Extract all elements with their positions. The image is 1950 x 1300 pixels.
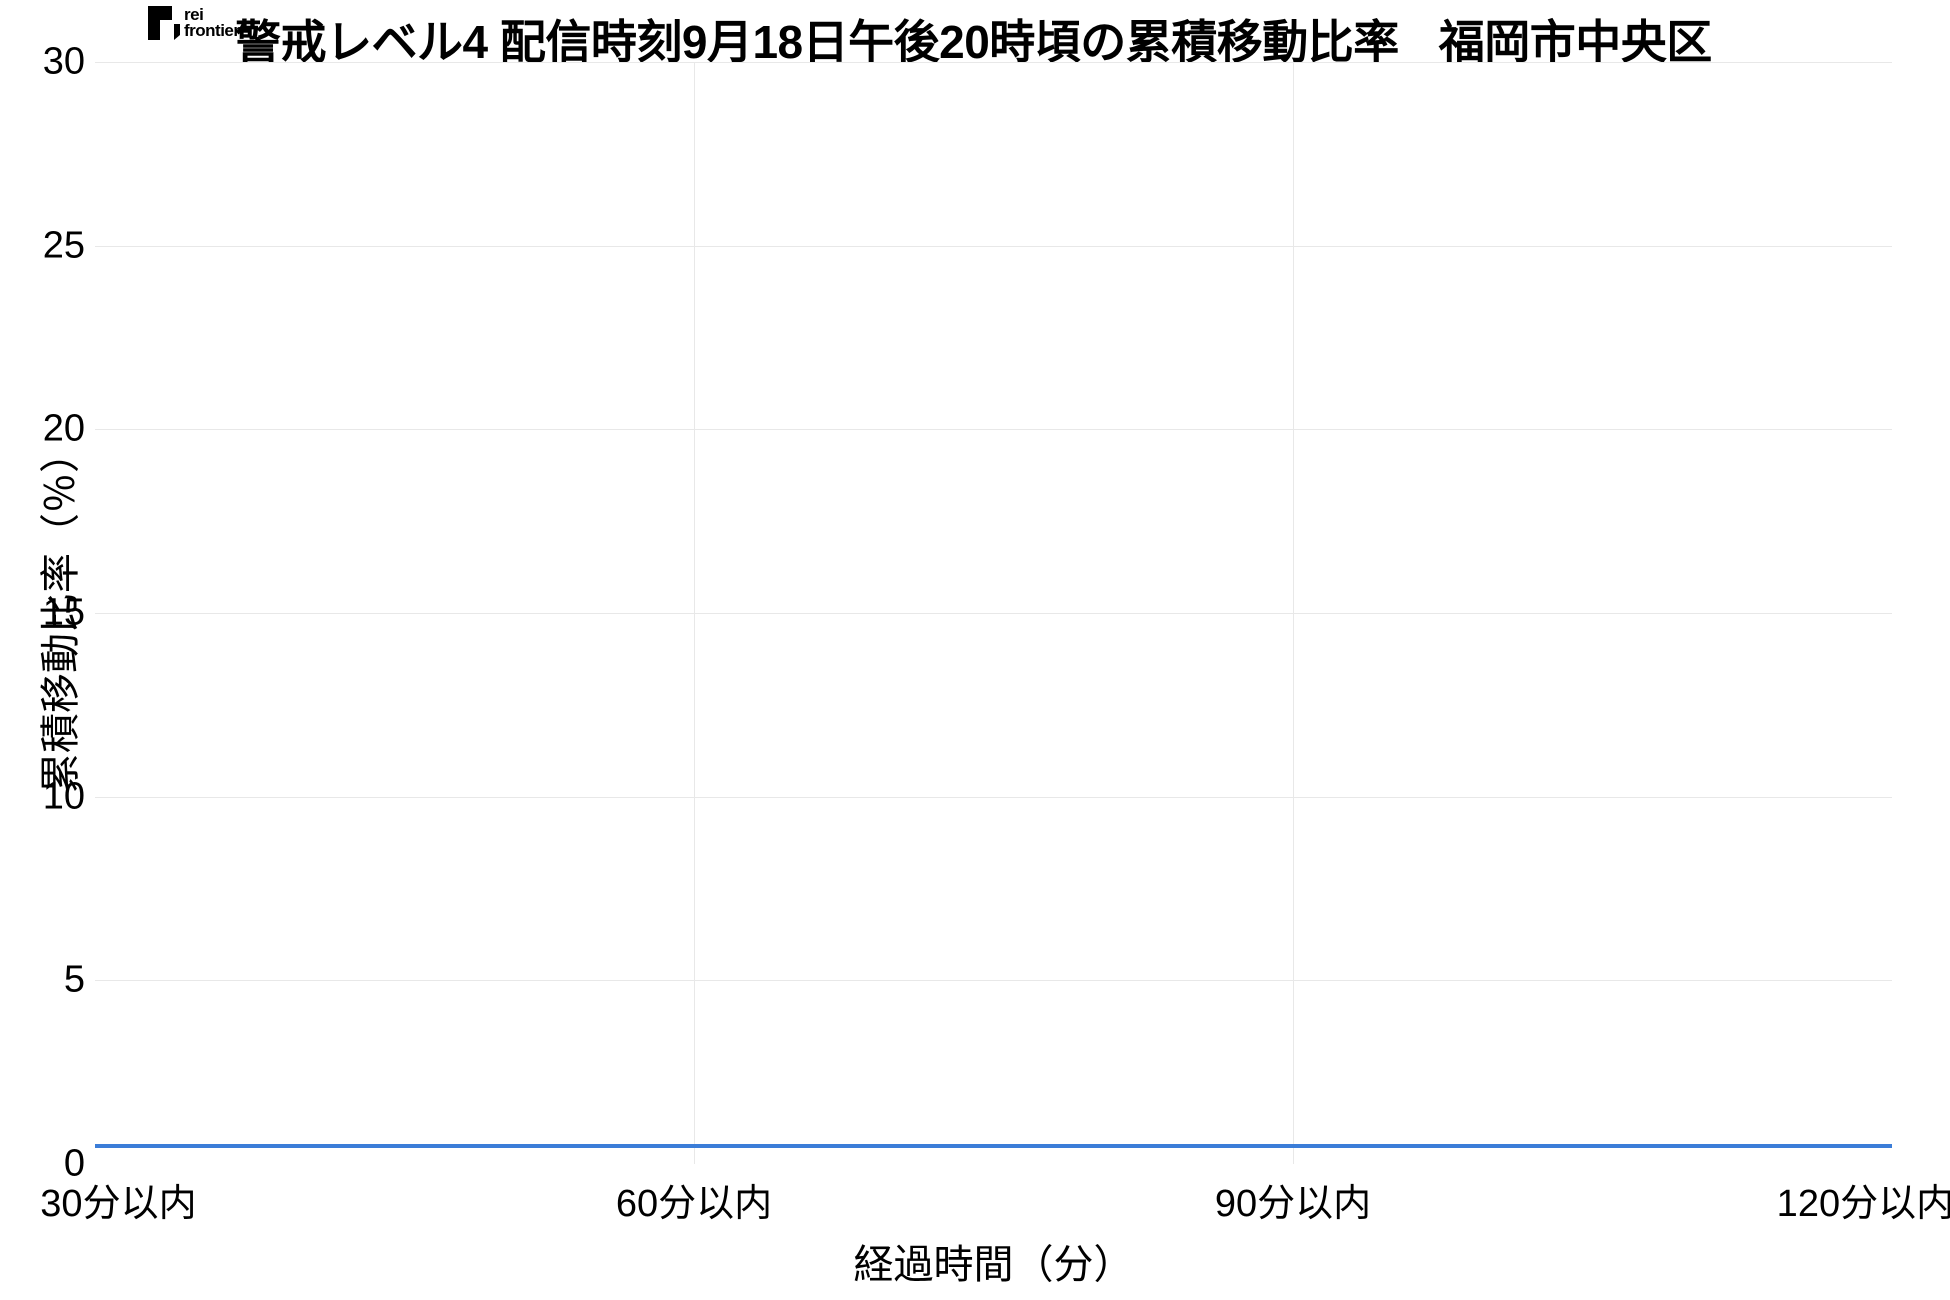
gridline-horizontal bbox=[95, 62, 1892, 63]
gridline-horizontal bbox=[95, 980, 1892, 981]
x-tick-label: 120分以内 bbox=[1777, 1172, 1950, 1227]
x-tick-label: 60分以内 bbox=[616, 1172, 772, 1227]
logo-text: rei frontier bbox=[184, 7, 240, 39]
data-line-segment bbox=[1293, 1144, 1892, 1148]
y-tick-label: 30 bbox=[43, 41, 85, 84]
y-tick-label: 20 bbox=[43, 408, 85, 451]
gridline-horizontal bbox=[95, 613, 1892, 614]
x-axis-label: 経過時間（分） bbox=[854, 1232, 1134, 1290]
gridline-horizontal bbox=[95, 246, 1892, 247]
data-line-segment bbox=[694, 1144, 1293, 1148]
gridline-horizontal bbox=[95, 797, 1892, 798]
y-tick-label: 5 bbox=[64, 959, 85, 1002]
logo-icon bbox=[148, 6, 180, 40]
y-tick-label: 15 bbox=[43, 592, 85, 635]
chart-title-main: 警戒レベル4 配信時刻9月18日午後20時頃の累積移動比率 bbox=[235, 16, 1399, 68]
chart-title-location: 福岡市中央区 bbox=[1439, 16, 1712, 68]
logo-text-line2: frontier bbox=[184, 23, 240, 39]
x-tick-label: 90分以内 bbox=[1215, 1172, 1371, 1227]
plot-area bbox=[95, 62, 1892, 1164]
gridline-horizontal bbox=[95, 429, 1892, 430]
y-tick-label: 25 bbox=[43, 224, 85, 267]
logo: rei frontier bbox=[148, 6, 240, 40]
data-line-segment bbox=[95, 1144, 694, 1148]
x-tick-label: 30分以内 bbox=[40, 1172, 196, 1227]
chart-container: rei frontier 警戒レベル4 配信時刻9月18日午後20時頃の累積移動… bbox=[0, 0, 1950, 1300]
y-tick-label: 10 bbox=[43, 775, 85, 818]
